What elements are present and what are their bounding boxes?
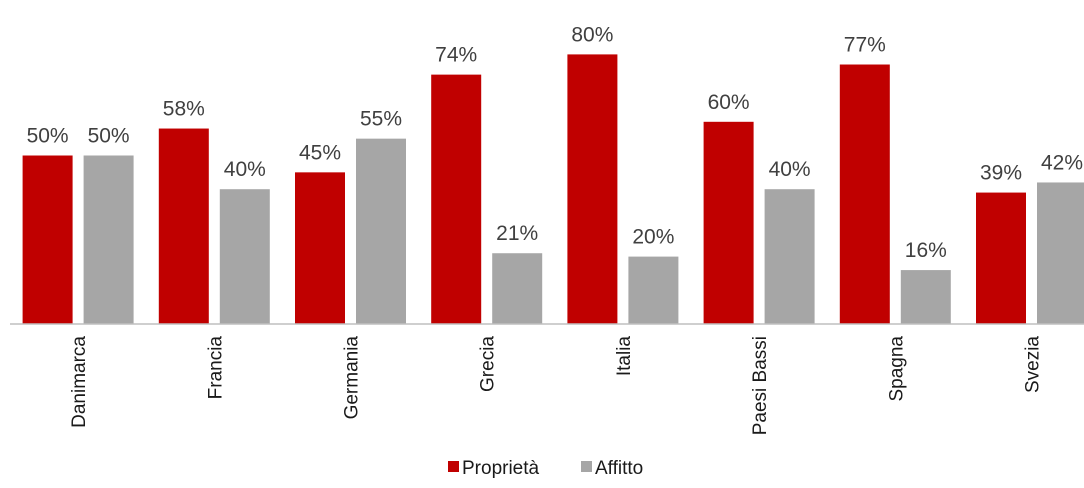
- data-label: 21%: [496, 222, 538, 245]
- category-label: Italia: [614, 336, 635, 377]
- legend-swatch-affitto: [581, 461, 592, 472]
- category-label: Francia: [205, 336, 226, 400]
- bar-affitto-spagna: [900, 270, 951, 324]
- data-label: 39%: [980, 162, 1022, 185]
- category-label: Svezia: [1023, 336, 1044, 393]
- bar-proprieta-paesi-bassi: [703, 121, 754, 324]
- bar-proprieta-grecia: [431, 74, 482, 325]
- category-labels-group: Danimarca Francia Germania Grecia Italia Paes…: [69, 336, 1043, 436]
- data-label: 55%: [360, 108, 402, 131]
- data-label: 58%: [163, 98, 205, 121]
- bars-group: [22, 54, 1084, 325]
- category-label: Paesi Bassi: [750, 336, 771, 435]
- legend-label-proprieta: Proprietà: [462, 458, 540, 479]
- data-label: 77%: [844, 34, 886, 57]
- bar-affitto-italia: [628, 256, 679, 324]
- data-label: 40%: [769, 158, 811, 181]
- bar-proprieta-spagna: [839, 64, 890, 324]
- legend: Proprietà Affitto: [448, 458, 643, 479]
- data-label: 74%: [435, 44, 477, 67]
- category-label: Spagna: [886, 336, 907, 402]
- data-label: 50%: [27, 125, 69, 148]
- data-label: 16%: [905, 239, 947, 262]
- bar-affitto-germania: [356, 138, 406, 324]
- bar-proprieta-italia: [567, 54, 618, 325]
- category-label: Danimarca: [69, 336, 90, 428]
- bar-proprieta-svezia: [976, 192, 1026, 324]
- bar-affitto-francia: [219, 189, 270, 324]
- legend-swatch-proprieta: [448, 461, 459, 472]
- data-label: 20%: [632, 226, 674, 249]
- value-labels-group: 50% 50% 58% 40% 45% 55% 74% 21% 80% 20% 60% 40% 77% 1…: [27, 23, 1083, 262]
- bar-affitto-svezia: [1037, 182, 1084, 324]
- bar-affitto-grecia: [492, 253, 543, 324]
- legend-label-affitto: Affitto: [595, 458, 643, 479]
- data-label: 45%: [299, 141, 341, 164]
- bar-affitto-paesi-bassi: [764, 189, 815, 324]
- data-label: 50%: [88, 125, 130, 148]
- category-label: Grecia: [478, 336, 499, 392]
- category-label: Germania: [342, 336, 363, 420]
- bar-affitto-danimarca: [83, 155, 134, 324]
- bar-proprieta-germania: [295, 172, 345, 324]
- bar-proprieta-danimarca: [22, 155, 73, 324]
- data-label: 60%: [708, 91, 750, 114]
- bar-proprieta-francia: [158, 128, 209, 324]
- data-label: 40%: [224, 158, 266, 181]
- data-label: 80%: [571, 23, 613, 46]
- data-label: 42%: [1041, 151, 1083, 174]
